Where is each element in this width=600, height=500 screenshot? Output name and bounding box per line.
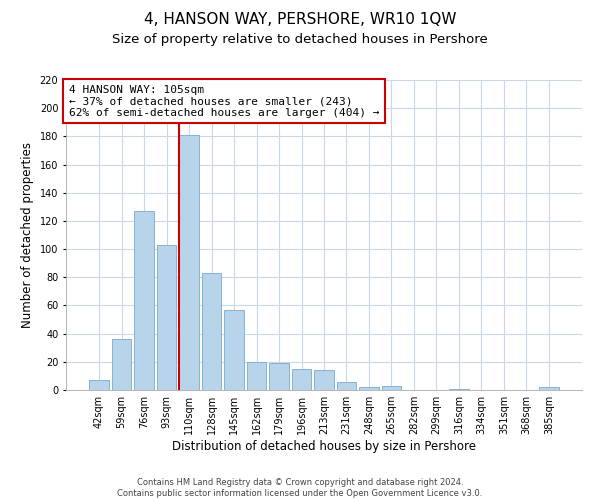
Bar bbox=[269, 363, 289, 390]
Bar bbox=[157, 245, 176, 390]
Bar bbox=[449, 388, 469, 390]
Y-axis label: Number of detached properties: Number of detached properties bbox=[21, 142, 34, 328]
Text: Size of property relative to detached houses in Pershore: Size of property relative to detached ho… bbox=[112, 32, 488, 46]
Bar bbox=[247, 362, 266, 390]
Bar bbox=[359, 387, 379, 390]
Text: Contains HM Land Registry data © Crown copyright and database right 2024.
Contai: Contains HM Land Registry data © Crown c… bbox=[118, 478, 482, 498]
Bar bbox=[337, 382, 356, 390]
Bar bbox=[224, 310, 244, 390]
Bar bbox=[112, 340, 131, 390]
Text: 4, HANSON WAY, PERSHORE, WR10 1QW: 4, HANSON WAY, PERSHORE, WR10 1QW bbox=[144, 12, 456, 28]
Bar bbox=[539, 387, 559, 390]
X-axis label: Distribution of detached houses by size in Pershore: Distribution of detached houses by size … bbox=[172, 440, 476, 453]
Bar bbox=[202, 273, 221, 390]
Bar bbox=[89, 380, 109, 390]
Bar bbox=[179, 135, 199, 390]
Bar bbox=[292, 369, 311, 390]
Text: 4 HANSON WAY: 105sqm
← 37% of detached houses are smaller (243)
62% of semi-deta: 4 HANSON WAY: 105sqm ← 37% of detached h… bbox=[68, 84, 379, 118]
Bar bbox=[314, 370, 334, 390]
Bar bbox=[382, 386, 401, 390]
Bar bbox=[134, 211, 154, 390]
